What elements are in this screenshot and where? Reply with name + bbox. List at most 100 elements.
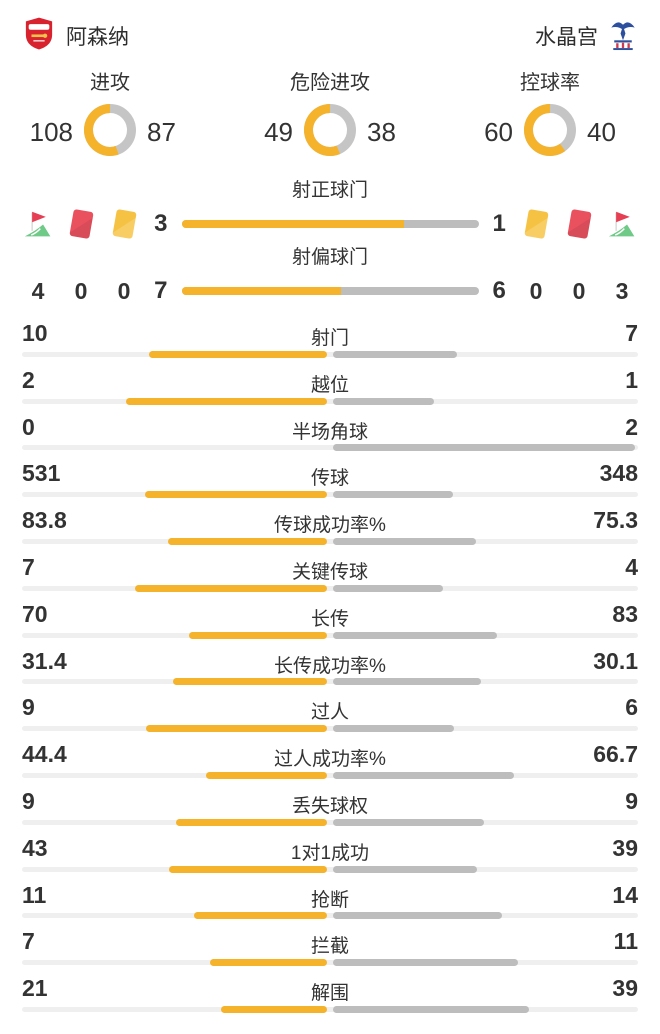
home-discipline-icons xyxy=(20,207,142,241)
stat-track xyxy=(22,772,638,778)
stat-label: 越位 xyxy=(310,374,349,396)
donut-col-dangerous-attacks: 危险进攻 49 38 xyxy=(220,70,440,161)
stat-row: 83.8 传球成功率% 75.3 xyxy=(0,506,660,553)
stat-bar-away xyxy=(333,912,503,920)
donut-line-dangerous-attacks: 49 38 xyxy=(247,104,413,161)
stat-track xyxy=(22,492,638,498)
donut-chart-possession xyxy=(524,104,576,161)
stat-home-value: 7 xyxy=(22,928,35,955)
donut-chart-attacks xyxy=(84,104,136,161)
stat-row: 7 拦截 11 xyxy=(0,927,660,974)
stat-home-value: 2 xyxy=(22,366,35,393)
shots-off-target-bar xyxy=(181,287,479,295)
stat-away-value: 39 xyxy=(612,975,638,1002)
stat-label: 半场角球 xyxy=(291,421,368,443)
stat-row: 531 传球 348 xyxy=(0,459,660,506)
stat-track xyxy=(22,1006,638,1012)
stat-row: 9 过人 6 xyxy=(0,693,660,740)
stat-away-value: 30.1 xyxy=(593,647,638,674)
stat-home-value: 21 xyxy=(22,975,48,1002)
stat-row: 2 越位 1 xyxy=(0,366,660,413)
stat-bar-away xyxy=(333,725,454,733)
stat-label: 解围 xyxy=(310,983,349,1005)
stat-row: 11 抢断 14 xyxy=(0,881,660,928)
shots-on-target-bar-away-fill xyxy=(404,220,478,228)
donut-home-value-possession: 60 xyxy=(484,117,513,147)
shots-on-target-title: 射正球门 xyxy=(291,180,368,201)
donut-chart-dangerous-attacks xyxy=(304,104,356,161)
stat-away-value: 66.7 xyxy=(593,741,638,768)
stat-bar-home xyxy=(209,959,327,967)
stat-home-value: 11 xyxy=(22,881,47,908)
away-discipline-counts: 0 0 3 xyxy=(518,278,640,305)
yellow-card-icon xyxy=(518,207,554,241)
stat-track xyxy=(22,538,638,544)
stat-away-value: 83 xyxy=(612,600,638,627)
stat-track xyxy=(22,351,638,357)
stat-bar-home xyxy=(145,725,327,733)
stat-label: 长传成功率% xyxy=(274,655,386,677)
stat-row: 31.4 长传成功率% 30.1 xyxy=(0,647,660,694)
donut-away-value-dangerous-attacks: 38 xyxy=(367,117,396,147)
stat-bar-away xyxy=(333,818,484,826)
stat-bar-home xyxy=(125,397,327,405)
donut-title-attacks: 进攻 xyxy=(90,72,130,94)
stat-list: 10 射门 7 2 越位 1 0 半场角球 2 531 传球 348 83.8 传球成功率% 75.3 7 关键… xyxy=(0,319,660,1021)
stat-bar-away xyxy=(333,771,515,779)
arsenal-crest-icon xyxy=(24,16,54,56)
corner-flag-icon xyxy=(20,208,56,241)
stat-bar-home xyxy=(194,912,327,920)
donut-line-attacks: 108 87 xyxy=(27,104,193,161)
stat-row: 0 半场角球 2 xyxy=(0,413,660,460)
stat-track xyxy=(22,632,638,638)
stat-label: 关键传球 xyxy=(291,561,368,583)
stat-home-value: 9 xyxy=(22,787,35,814)
stat-label: 过人成功率% xyxy=(274,749,386,771)
shots-on-target-home-value: 3 xyxy=(154,210,168,237)
stat-bar-away xyxy=(333,491,453,499)
stat-track xyxy=(22,445,638,451)
stat-label: 抢断 xyxy=(310,889,349,911)
stat-row: 10 射门 7 xyxy=(0,319,660,366)
stat-away-value: 14 xyxy=(612,881,638,908)
donut-line-possession: 60 40 xyxy=(467,104,633,161)
yellow-card-icon xyxy=(106,207,142,241)
home-team-name: 阿森纳 xyxy=(66,26,129,49)
stat-home-value: 83.8 xyxy=(22,507,67,534)
stat-home-value: 531 xyxy=(22,460,61,487)
stat-bar-away xyxy=(333,678,481,686)
home-discipline-counts: 4 0 0 xyxy=(20,278,142,305)
stat-label: 长传 xyxy=(310,608,349,630)
stat-away-value: 2 xyxy=(625,413,638,440)
home-count-red-card: 0 xyxy=(74,277,88,304)
stat-track xyxy=(22,679,638,685)
crystal-palace-crest-icon xyxy=(610,16,636,56)
match-header: 阿森纳 水晶宫 xyxy=(0,0,660,56)
stat-away-value: 9 xyxy=(625,787,638,814)
stat-track xyxy=(22,398,638,404)
stat-home-value: 0 xyxy=(22,413,35,440)
stat-home-value: 31.4 xyxy=(22,647,67,674)
stat-away-value: 75.3 xyxy=(593,507,638,534)
donut-home-value-attacks: 108 xyxy=(29,117,73,147)
donut-col-possession: 控球率 60 40 xyxy=(440,70,660,161)
shots-on-target-bar xyxy=(181,220,479,228)
donut-title-dangerous-attacks: 危险进攻 xyxy=(290,72,370,94)
away-team: 水晶宫 xyxy=(535,16,636,56)
stat-home-value: 9 xyxy=(22,694,35,721)
stat-away-value: 4 xyxy=(625,553,638,580)
donut-away-value-possession: 40 xyxy=(587,117,616,147)
stat-row: 70 长传 83 xyxy=(0,600,660,647)
stat-track xyxy=(22,819,638,825)
stat-home-value: 7 xyxy=(22,553,35,580)
corner-flag-icon xyxy=(604,208,640,241)
stat-bar-away xyxy=(333,959,518,967)
home-count-yellow-card: 0 xyxy=(117,277,131,304)
home-team: 阿森纳 xyxy=(24,16,129,56)
stat-bar-home xyxy=(176,818,327,826)
stat-bar-away xyxy=(333,584,443,592)
stat-label: 丢失球权 xyxy=(291,795,368,817)
